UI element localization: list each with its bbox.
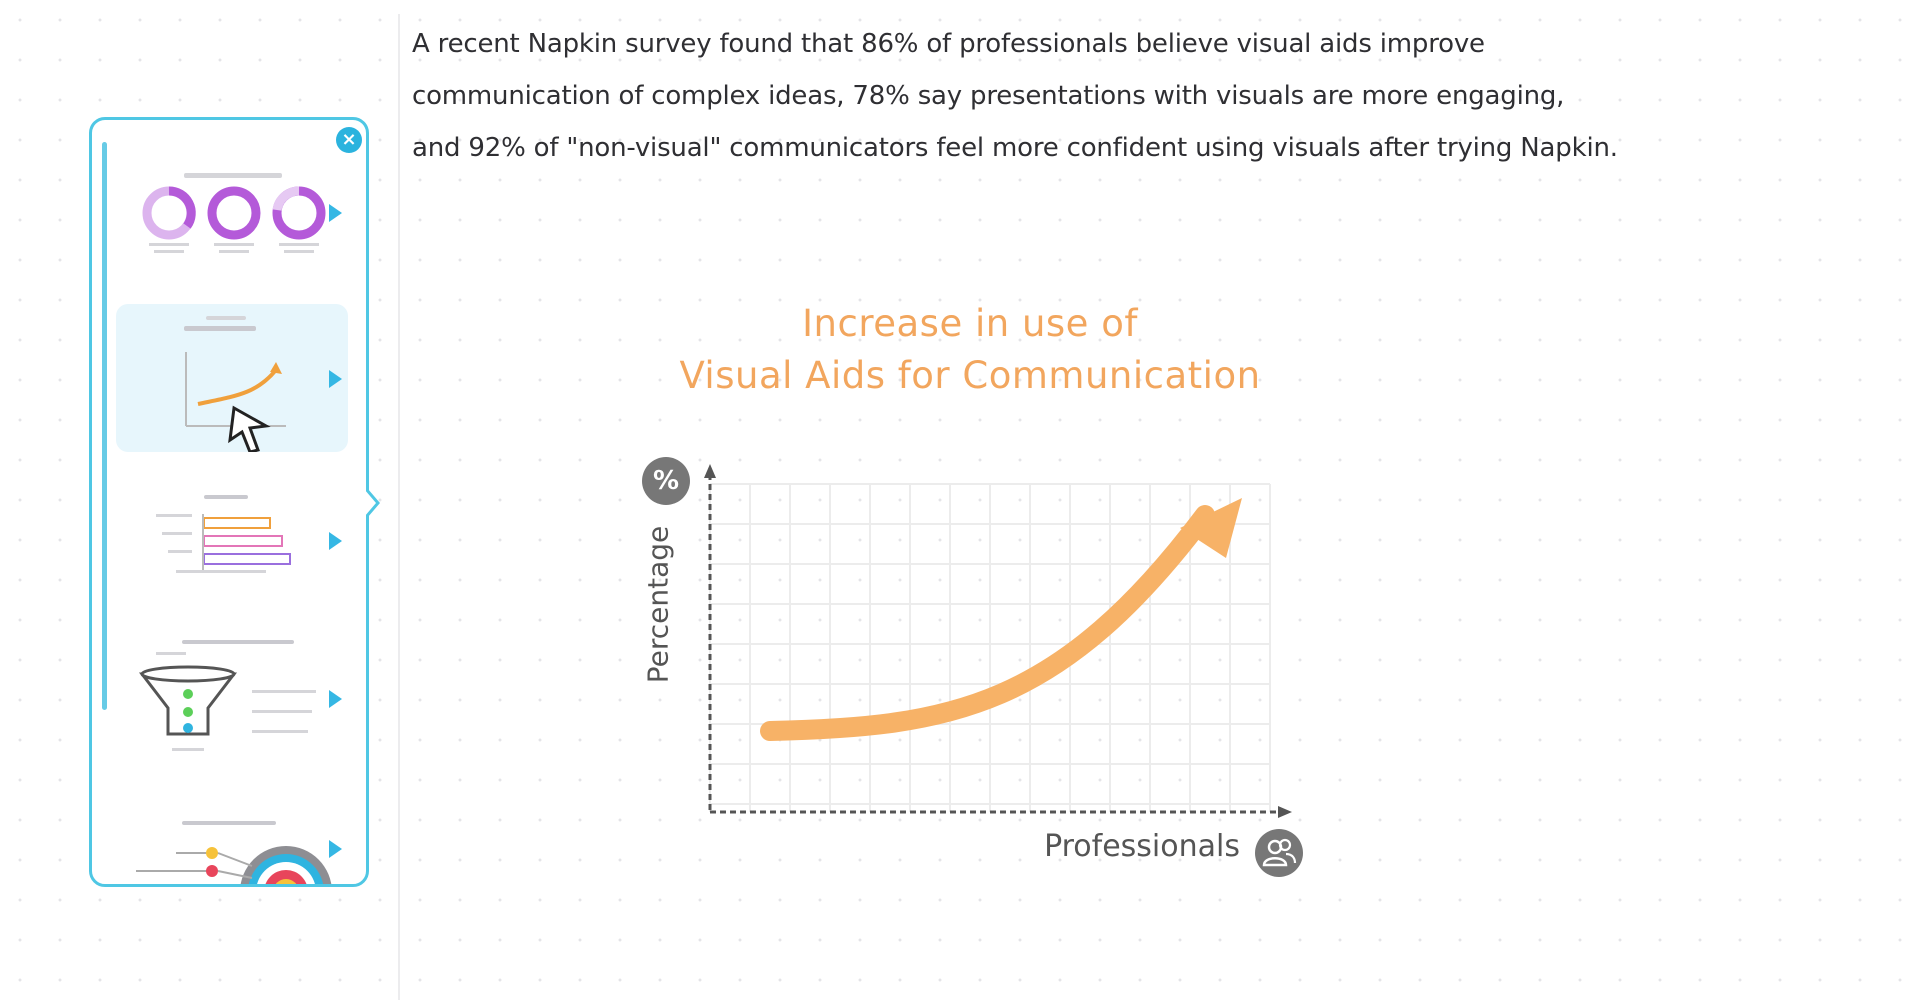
editor-divider (398, 14, 400, 1000)
close-panel-button[interactable]: × (336, 127, 362, 153)
y-axis-arrow (704, 464, 716, 478)
line-chart-icon (184, 316, 286, 452)
paragraph-line-2: communication of complex ideas, 78% say … (412, 81, 1565, 111)
chart-grid (709, 483, 1271, 812)
play-icon (329, 204, 342, 222)
visual-option-target[interactable] (116, 818, 348, 884)
people-icon (1255, 829, 1303, 877)
paragraph-line-3: and 92% of "non-visual" communicators fe… (412, 133, 1618, 163)
play-icon (329, 532, 342, 550)
visual-option-bar-chart[interactable] (116, 490, 348, 590)
survey-paragraph[interactable]: A recent Napkin survey found that 86% of… (412, 18, 1732, 174)
chart-title[interactable]: Increase in use of Visual Aids for Commu… (600, 298, 1340, 402)
paragraph-line-1: A recent Napkin survey found that 86% of… (412, 29, 1485, 59)
visual-option-donuts[interactable] (116, 160, 348, 270)
x-axis-arrow (1278, 806, 1292, 818)
chart-title-line-2: Visual Aids for Communication (679, 354, 1261, 397)
bar-chart-icon (156, 495, 291, 573)
panel-pointer (366, 489, 380, 517)
y-axis-label: Percentage (641, 525, 675, 684)
visual-option-funnel[interactable] (116, 638, 348, 770)
donut-chart-icon (142, 173, 326, 253)
x-axis-label: Professionals (1044, 829, 1240, 864)
play-icon (329, 690, 342, 708)
funnel-icon (138, 640, 316, 751)
percent-badge: % (642, 457, 690, 505)
play-icon (329, 840, 342, 858)
growth-curve-arrowhead (1180, 498, 1242, 558)
line-chart[interactable] (630, 450, 1310, 830)
chart-title-line-1: Increase in use of (802, 302, 1138, 345)
y-axis-label-box: Percentage (630, 524, 690, 704)
panel-scrollbar[interactable] (102, 142, 107, 710)
visual-option-line-chart[interactable] (116, 304, 348, 452)
close-icon: × (341, 129, 357, 150)
target-icon (136, 821, 332, 884)
growth-curve (760, 505, 1215, 741)
play-icon (329, 370, 342, 388)
